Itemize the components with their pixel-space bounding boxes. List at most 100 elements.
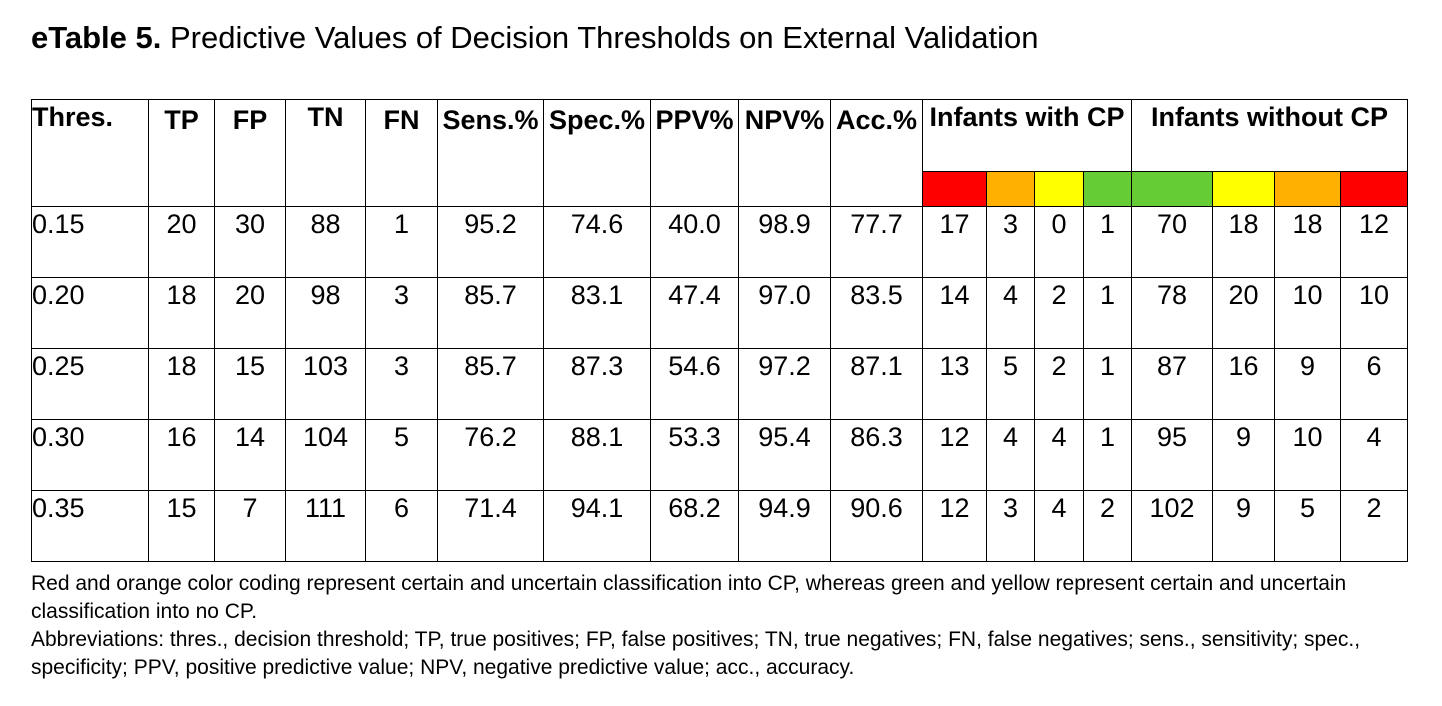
cell-fp: 30 xyxy=(214,206,286,278)
cell-with-cp-0: 14 xyxy=(922,277,987,349)
cell-spec: 87.3 xyxy=(543,348,651,420)
cell-without-cp-0: 78 xyxy=(1131,277,1213,349)
cell-without-cp-1: 9 xyxy=(1212,490,1275,562)
cell-without-cp-1: 20 xyxy=(1212,277,1275,349)
cell-thres: 0.30 xyxy=(31,419,149,491)
cell-fn: 5 xyxy=(365,419,438,491)
color-coding-note: Red and orange color coding represent ce… xyxy=(31,572,1347,623)
cell-tn: 98 xyxy=(285,277,366,349)
cell-with-cp-3: 1 xyxy=(1083,277,1132,349)
cell-with-cp-1: 4 xyxy=(986,419,1035,491)
cell-with-cp-3: 1 xyxy=(1083,348,1132,420)
table-row: 0.30 16 14 104 5 76.2 88.1 53.3 95.4 86.3 12 4 4 1 95 9… xyxy=(31,419,1409,491)
cell-sens: 71.4 xyxy=(437,490,544,562)
header-npv: NPV% xyxy=(738,99,831,207)
cell-sens: 85.7 xyxy=(437,348,544,420)
table-row: 0.20 18 20 98 3 85.7 83.1 47.4 97.0 83.5 14 4 2 1 78 20… xyxy=(31,277,1409,349)
cell-fn: 6 xyxy=(365,490,438,562)
cell-acc: 90.6 xyxy=(830,490,923,562)
cell-with-cp-2: 4 xyxy=(1034,419,1084,491)
cell-thres: 0.20 xyxy=(31,277,149,349)
cell-npv: 97.2 xyxy=(738,348,831,420)
cell-without-cp-2: 18 xyxy=(1274,206,1341,278)
cell-with-cp-0: 17 xyxy=(922,206,987,278)
cell-spec: 94.1 xyxy=(543,490,651,562)
cell-without-cp-3: 4 xyxy=(1339,419,1409,491)
header-tn: TN xyxy=(285,99,366,207)
swatch-orange xyxy=(1274,171,1341,207)
color-code-row xyxy=(32,171,1409,207)
cell-with-cp-3: 1 xyxy=(1083,419,1132,491)
cell-acc: 77.7 xyxy=(830,206,923,278)
cell-with-cp-1: 4 xyxy=(986,277,1035,349)
header-fp: FP xyxy=(214,99,286,207)
cell-fp: 15 xyxy=(214,348,286,420)
header-sens: Sens.% xyxy=(437,99,544,207)
cell-sens: 85.7 xyxy=(437,277,544,349)
cell-tn: 104 xyxy=(285,419,366,491)
cell-fn: 3 xyxy=(365,348,438,420)
header-fn: FN xyxy=(365,99,438,207)
header-spec: Spec.% xyxy=(543,99,651,207)
cell-with-cp-0: 12 xyxy=(922,419,987,491)
cell-without-cp-0: 102 xyxy=(1131,490,1213,562)
cell-fn: 3 xyxy=(365,277,438,349)
abbreviations-note: Abbreviations: thres., decision threshol… xyxy=(31,628,1361,679)
cell-tp: 15 xyxy=(148,490,215,562)
table-notes: Red and orange color coding represent ce… xyxy=(31,570,1411,682)
cell-without-cp-3: 2 xyxy=(1339,490,1409,562)
cell-with-cp-3: 2 xyxy=(1083,490,1132,562)
cell-fp: 7 xyxy=(214,490,286,562)
cell-without-cp-3: 6 xyxy=(1339,348,1409,420)
header-ppv: PPV% xyxy=(650,99,739,207)
cell-npv: 95.4 xyxy=(738,419,831,491)
cell-npv: 98.9 xyxy=(738,206,831,278)
cell-sens: 95.2 xyxy=(437,206,544,278)
table-title: eTable 5. Predictive Values of Decision … xyxy=(31,20,1038,56)
cell-without-cp-2: 5 xyxy=(1274,490,1341,562)
cell-ppv: 53.3 xyxy=(650,419,739,491)
cell-tp: 18 xyxy=(148,348,215,420)
cell-with-cp-3: 1 xyxy=(1083,206,1132,278)
cell-tp: 20 xyxy=(148,206,215,278)
cell-without-cp-1: 16 xyxy=(1212,348,1275,420)
cell-tp: 16 xyxy=(148,419,215,491)
cell-acc: 86.3 xyxy=(830,419,923,491)
cell-fp: 14 xyxy=(214,419,286,491)
cell-without-cp-2: 10 xyxy=(1274,419,1341,491)
header-row: Thres. TP FP TN FN Sens.% Spec.% PPV% NP… xyxy=(31,99,1409,207)
cell-without-cp-2: 10 xyxy=(1274,277,1341,349)
cell-acc: 87.1 xyxy=(830,348,923,420)
table-row: 0.35 15 7 111 6 71.4 94.1 68.2 94.9 90.6 12 3 4 2 102 9… xyxy=(31,490,1409,562)
cell-npv: 94.9 xyxy=(738,490,831,562)
header-infants-without-cp: Infants without CP xyxy=(1130,99,1409,172)
cell-without-cp-0: 70 xyxy=(1131,206,1213,278)
cell-with-cp-1: 3 xyxy=(986,206,1035,278)
cell-without-cp-3: 10 xyxy=(1339,277,1409,349)
swatch-red xyxy=(1339,171,1409,207)
cell-thres: 0.35 xyxy=(31,490,149,562)
cell-spec: 83.1 xyxy=(543,277,651,349)
cell-thres: 0.15 xyxy=(31,206,149,278)
header-infants-with-cp: Infants with CP xyxy=(922,99,1132,172)
cell-without-cp-0: 95 xyxy=(1131,419,1213,491)
swatch-green xyxy=(1131,171,1213,207)
cell-with-cp-0: 13 xyxy=(922,348,987,420)
swatch-yellow xyxy=(1212,171,1275,207)
swatch-green xyxy=(1083,171,1132,207)
cell-without-cp-1: 18 xyxy=(1212,206,1275,278)
header-tp: TP xyxy=(148,99,215,207)
header-acc: Acc.% xyxy=(830,99,923,207)
cell-ppv: 54.6 xyxy=(650,348,739,420)
cell-with-cp-1: 5 xyxy=(986,348,1035,420)
cell-spec: 88.1 xyxy=(543,419,651,491)
thresholds-table: Thres. TP FP TN FN Sens.% Spec.% PPV% NP… xyxy=(31,99,1409,562)
swatch-orange xyxy=(986,171,1035,207)
cell-spec: 74.6 xyxy=(543,206,651,278)
cell-with-cp-2: 0 xyxy=(1034,206,1084,278)
cell-without-cp-3: 12 xyxy=(1339,206,1409,278)
cell-with-cp-2: 4 xyxy=(1034,490,1084,562)
cell-fn: 1 xyxy=(365,206,438,278)
cell-tn: 111 xyxy=(285,490,366,562)
cell-sens: 76.2 xyxy=(437,419,544,491)
